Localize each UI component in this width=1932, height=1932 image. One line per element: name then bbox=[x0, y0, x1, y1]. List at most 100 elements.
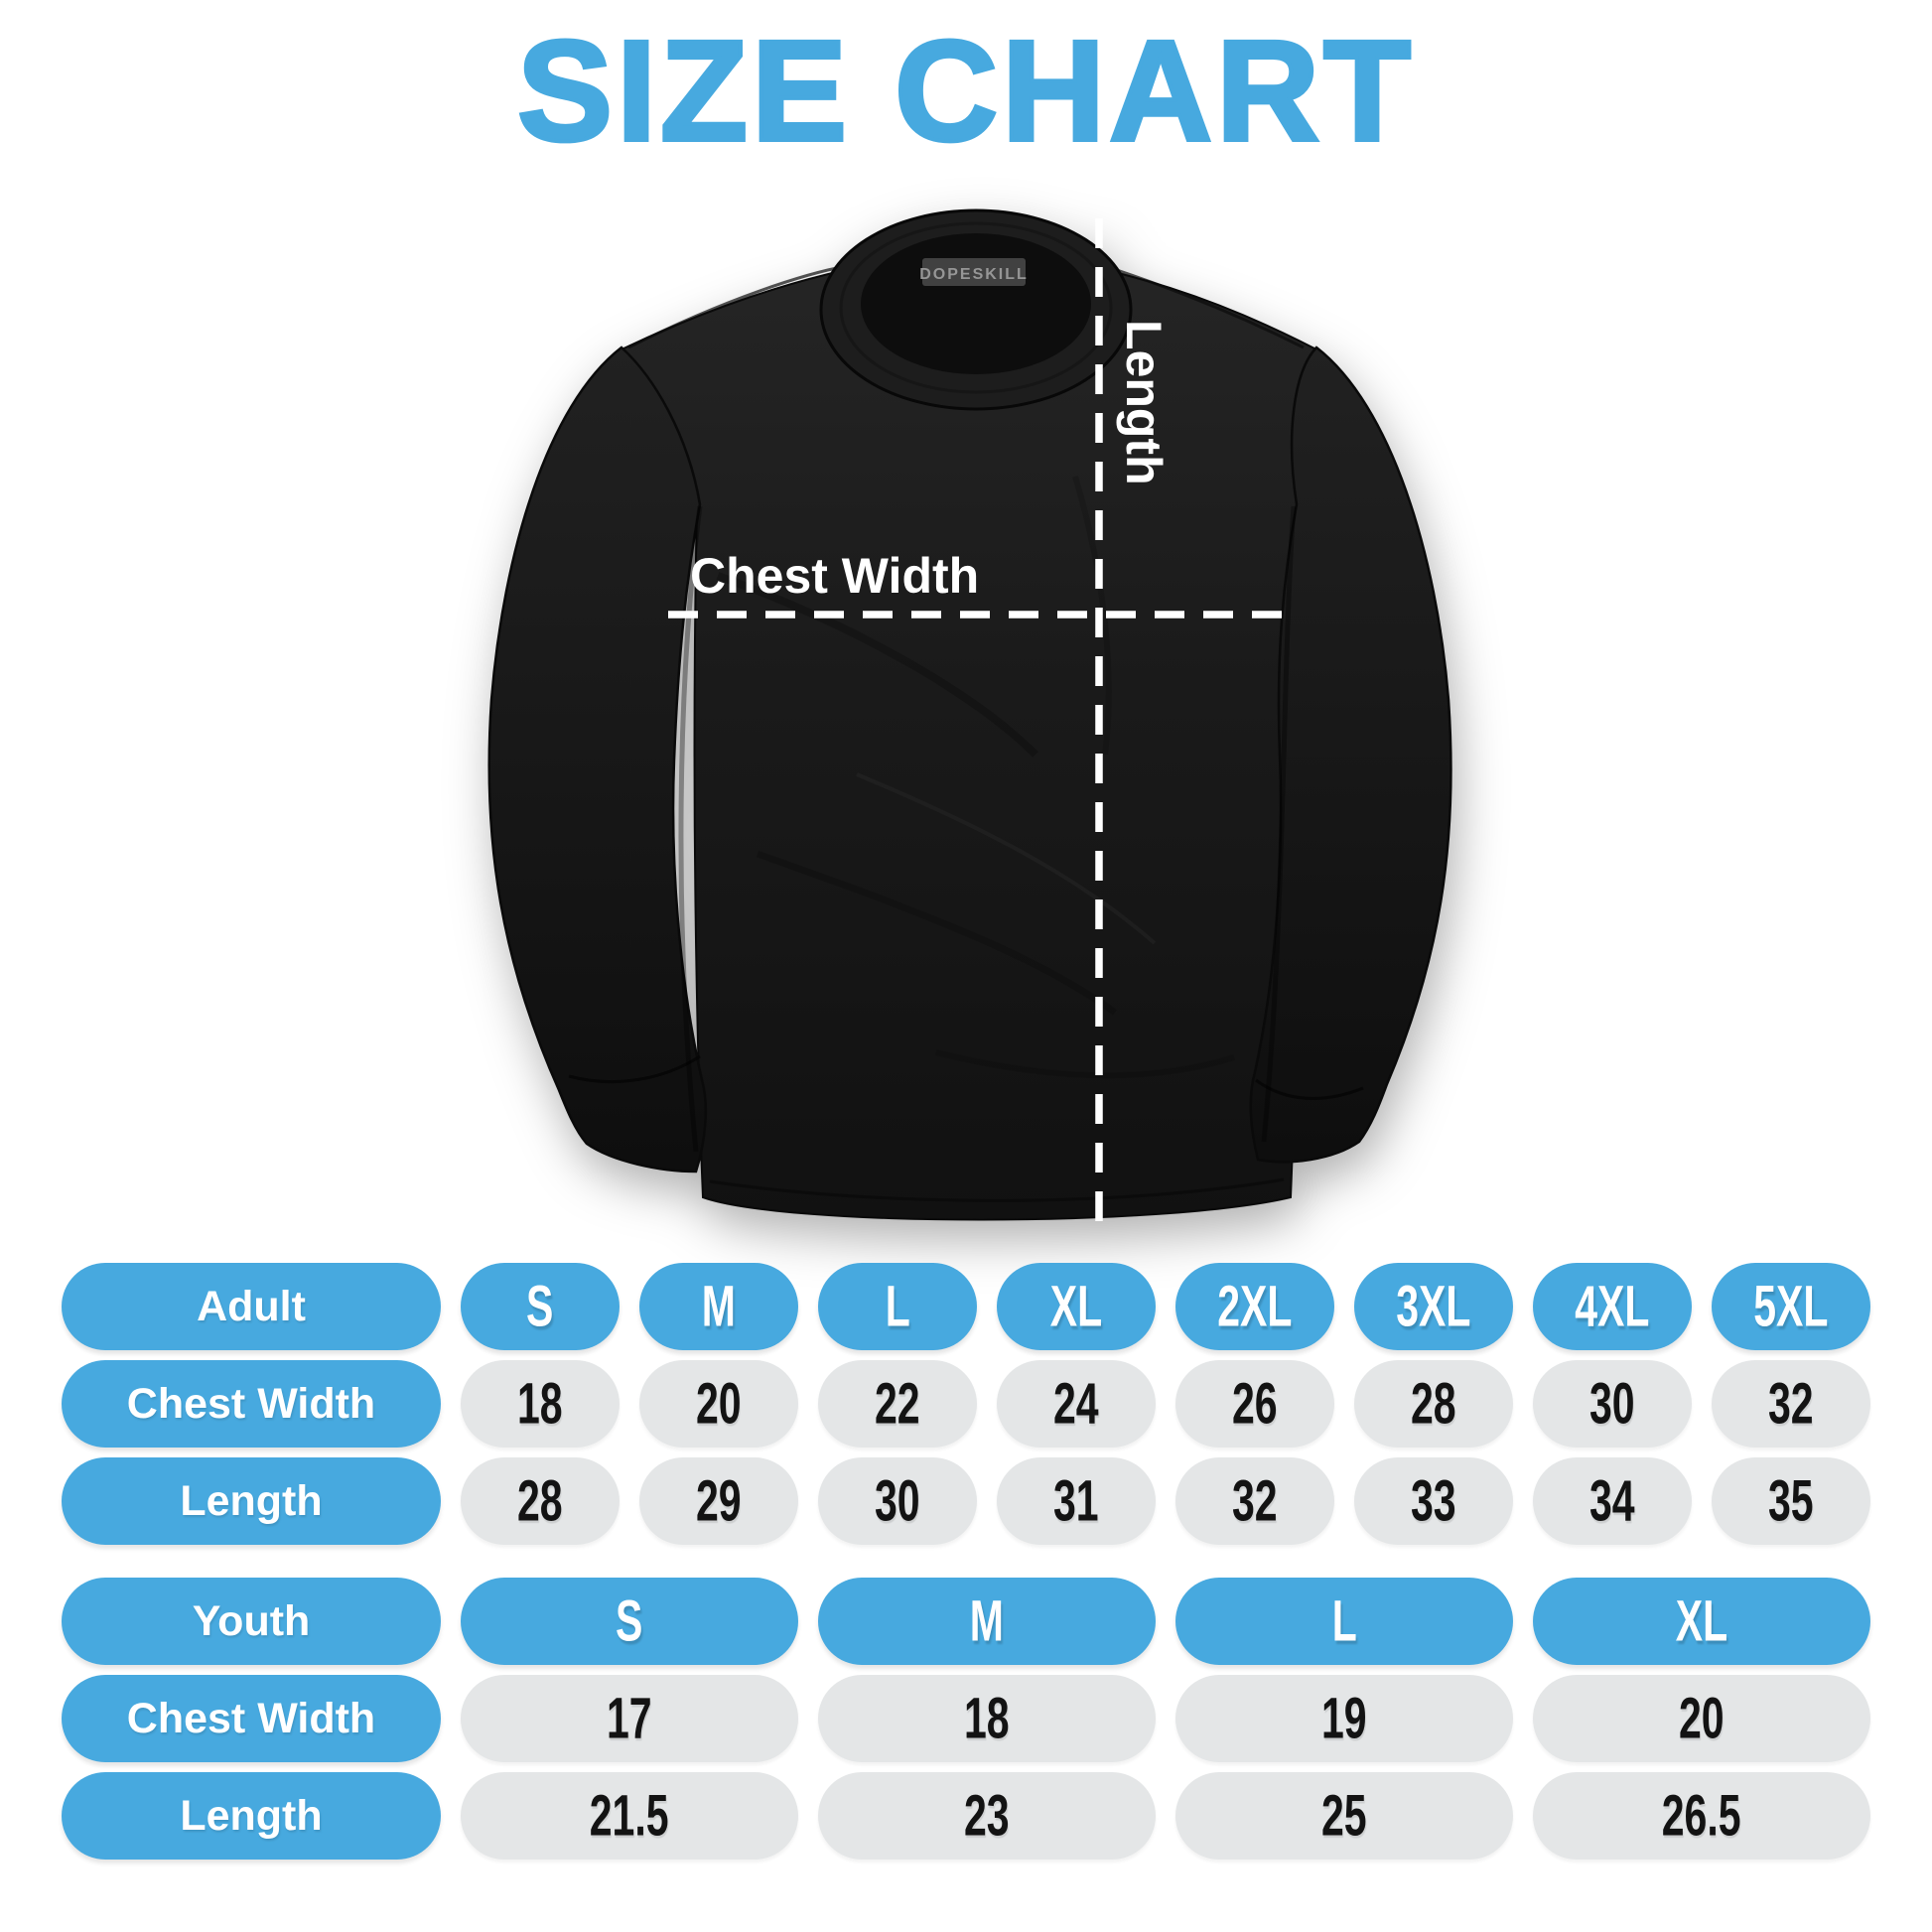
size-column-header: 4XL bbox=[1533, 1263, 1692, 1350]
wrinkle bbox=[935, 1049, 1235, 1079]
cell-value: 31 bbox=[1053, 1468, 1099, 1534]
chest-width-label: Chest Width bbox=[690, 548, 979, 604]
wrinkle bbox=[856, 772, 1157, 945]
size-value-cell: 31 bbox=[997, 1457, 1156, 1545]
size-value-cell: 24 bbox=[997, 1360, 1156, 1448]
cell-value: 24 bbox=[1053, 1371, 1099, 1437]
header-text: 4XL bbox=[1575, 1274, 1650, 1339]
size-column-header: L bbox=[818, 1263, 977, 1350]
header-text: L bbox=[1331, 1588, 1357, 1654]
row-label: Chest Width bbox=[126, 1694, 376, 1742]
brand-label: DOPESKILL bbox=[919, 266, 1029, 283]
header-text: L bbox=[885, 1274, 910, 1339]
cell-value: 18 bbox=[517, 1371, 563, 1437]
wrinkle bbox=[716, 572, 1038, 758]
size-value-cell: 26 bbox=[1175, 1360, 1334, 1448]
youth-chest-width-row: Chest Width 17 18 19 20 bbox=[62, 1675, 1870, 1762]
adult-header-row: Adult S M L XL 2XL 3XL 4XL 5XL bbox=[62, 1263, 1870, 1350]
shirt-diagram: DOPESKILL Length Chest Width bbox=[487, 208, 1452, 1236]
size-column-header: XL bbox=[997, 1263, 1156, 1350]
cell-value: 19 bbox=[1321, 1686, 1367, 1751]
size-value-cell: 30 bbox=[818, 1457, 977, 1545]
youth-table-title-pill: Youth bbox=[62, 1578, 441, 1665]
size-column-header: XL bbox=[1533, 1578, 1870, 1665]
adult-length-row: Length 28 29 30 31 32 33 34 35 bbox=[62, 1457, 1870, 1545]
header-text: 3XL bbox=[1396, 1274, 1471, 1339]
youth-length-row: Length 21.5 23 25 26.5 bbox=[62, 1772, 1870, 1860]
right-sleeve-crease bbox=[1261, 505, 1297, 1143]
size-value-cell: 33 bbox=[1354, 1457, 1513, 1545]
cell-value: 20 bbox=[696, 1371, 742, 1437]
cell-value: 30 bbox=[1589, 1371, 1635, 1437]
header-text: 2XL bbox=[1217, 1274, 1293, 1339]
wrinkle bbox=[1072, 476, 1112, 756]
cell-value: 20 bbox=[1679, 1686, 1725, 1751]
cell-value: 33 bbox=[1411, 1468, 1456, 1534]
header-text: 5XL bbox=[1753, 1274, 1829, 1339]
size-column-header: 3XL bbox=[1354, 1263, 1513, 1350]
header-text: M bbox=[969, 1588, 1005, 1654]
size-column-header: S bbox=[461, 1263, 620, 1350]
header-text: S bbox=[616, 1588, 643, 1654]
size-value-cell: 28 bbox=[461, 1457, 620, 1545]
youth-size-table: Youth S M L XL Chest Width 17 18 19 20 L… bbox=[62, 1578, 1870, 1860]
adult-chest-width-row: Chest Width 18 20 22 24 26 28 30 32 bbox=[62, 1360, 1870, 1448]
size-column-header: S bbox=[461, 1578, 798, 1665]
cell-value: 25 bbox=[1321, 1783, 1367, 1849]
table-title: Youth bbox=[192, 1596, 311, 1645]
shirt-left-sleeve bbox=[487, 345, 708, 1173]
row-label: Length bbox=[180, 1791, 323, 1840]
row-label-pill: Chest Width bbox=[62, 1360, 441, 1448]
size-value-cell: 18 bbox=[461, 1360, 620, 1448]
page-title: SIZE CHART bbox=[515, 11, 1415, 171]
size-value-cell: 26.5 bbox=[1533, 1772, 1870, 1860]
cell-value: 30 bbox=[875, 1468, 920, 1534]
size-value-cell: 21.5 bbox=[461, 1772, 798, 1860]
size-column-header: M bbox=[818, 1578, 1156, 1665]
cell-value: 35 bbox=[1768, 1468, 1814, 1534]
size-value-cell: 20 bbox=[639, 1360, 798, 1448]
cell-value: 21.5 bbox=[590, 1783, 669, 1849]
cell-value: 23 bbox=[964, 1783, 1010, 1849]
header-text: XL bbox=[1675, 1588, 1728, 1654]
cell-value: 34 bbox=[1589, 1468, 1635, 1534]
cell-value: 32 bbox=[1768, 1371, 1814, 1437]
header-text: XL bbox=[1049, 1274, 1103, 1339]
size-column-header: 5XL bbox=[1712, 1263, 1870, 1350]
length-label: Length bbox=[1116, 320, 1172, 485]
cell-value: 26 bbox=[1232, 1371, 1278, 1437]
cell-value: 28 bbox=[1411, 1371, 1456, 1437]
row-label-pill: Chest Width bbox=[62, 1675, 441, 1762]
collar-ribbing bbox=[839, 221, 1113, 394]
size-column-header: M bbox=[639, 1263, 798, 1350]
size-value-cell: 35 bbox=[1712, 1457, 1870, 1545]
size-column-header: 2XL bbox=[1175, 1263, 1334, 1350]
header-text: S bbox=[526, 1274, 554, 1339]
size-value-cell: 32 bbox=[1175, 1457, 1334, 1545]
size-value-cell: 17 bbox=[461, 1675, 798, 1762]
cell-value: 22 bbox=[875, 1371, 920, 1437]
cell-value: 26.5 bbox=[1662, 1783, 1741, 1849]
cell-value: 28 bbox=[517, 1468, 563, 1534]
row-label-pill: Length bbox=[62, 1457, 441, 1545]
left-sleeve-crease bbox=[678, 505, 703, 1153]
size-value-cell: 29 bbox=[639, 1457, 798, 1545]
youth-header-row: Youth S M L XL bbox=[62, 1578, 1870, 1665]
size-value-cell: 30 bbox=[1533, 1360, 1692, 1448]
size-column-header: L bbox=[1175, 1578, 1513, 1665]
brand-label-tag bbox=[922, 258, 1026, 286]
row-label: Chest Width bbox=[126, 1379, 376, 1428]
cell-value: 32 bbox=[1232, 1468, 1278, 1534]
adult-size-table: Adult S M L XL 2XL 3XL 4XL 5XL Chest Wid… bbox=[62, 1263, 1870, 1545]
shoulder-seam bbox=[627, 264, 848, 349]
size-value-cell: 22 bbox=[818, 1360, 977, 1448]
size-value-cell: 20 bbox=[1533, 1675, 1870, 1762]
adult-table-title-pill: Adult bbox=[62, 1263, 441, 1350]
shirt-right-sleeve bbox=[1249, 345, 1452, 1164]
row-label-pill: Length bbox=[62, 1772, 441, 1860]
cell-value: 29 bbox=[696, 1468, 742, 1534]
size-value-cell: 28 bbox=[1354, 1360, 1513, 1448]
size-value-cell: 34 bbox=[1533, 1457, 1692, 1545]
hem-seam bbox=[709, 1177, 1285, 1202]
